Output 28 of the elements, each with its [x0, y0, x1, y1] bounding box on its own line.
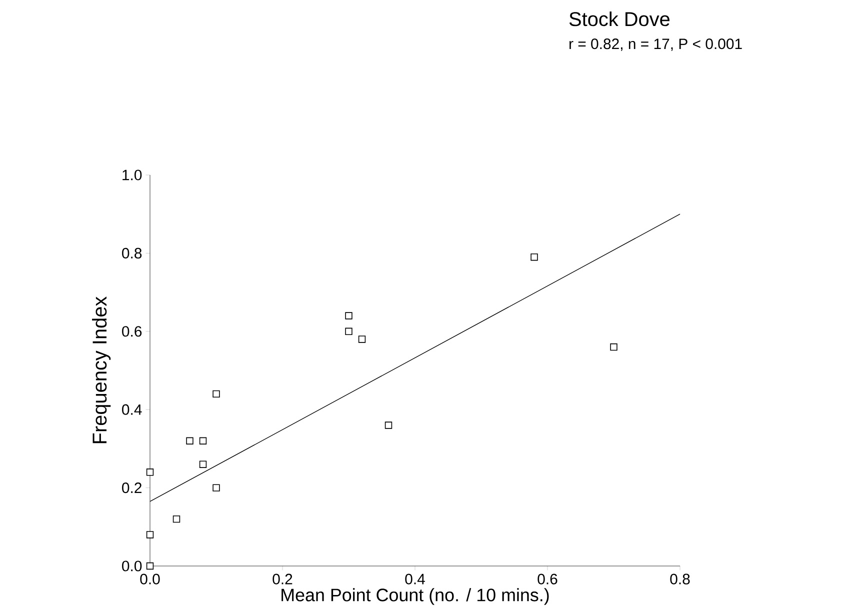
- x-axis-title: Mean Point Count (no. / 10 mins.): [282, 588, 549, 605]
- y-tick-label: 0.8: [122, 248, 142, 258]
- y-tick-label: 0.6: [122, 326, 142, 337]
- y-tick-label: 0.4: [122, 404, 142, 415]
- point: [199, 460, 207, 468]
- point: [610, 343, 618, 351]
- point: [186, 437, 194, 444]
- x-tick-label: 0.2: [272, 574, 292, 584]
- y-tick-label: 0.2: [122, 482, 142, 494]
- point: [384, 422, 392, 429]
- point: [212, 390, 220, 398]
- x-tick-label: 0.8: [670, 574, 690, 584]
- point: [146, 468, 154, 476]
- point: [199, 437, 207, 444]
- chart-title: Stock Dove: [569, 12, 670, 26]
- point: [530, 254, 538, 261]
- x-tick-label: 0.4: [405, 574, 425, 584]
- y-tick-label: 0.0: [122, 560, 142, 572]
- y-tick-label: 1.0: [122, 170, 142, 180]
- point: [146, 531, 154, 538]
- x-tick-label: 0.6: [538, 574, 558, 584]
- point: [345, 328, 352, 335]
- point: [172, 515, 180, 523]
- point: [146, 562, 154, 570]
- chart-subtitle: r = 0.82, n = 17, P < 0.001: [570, 38, 742, 51]
- x-tick-label: 0.0: [140, 574, 160, 584]
- y-axis-title: Frequency Index: [92, 296, 111, 444]
- point: [358, 336, 366, 343]
